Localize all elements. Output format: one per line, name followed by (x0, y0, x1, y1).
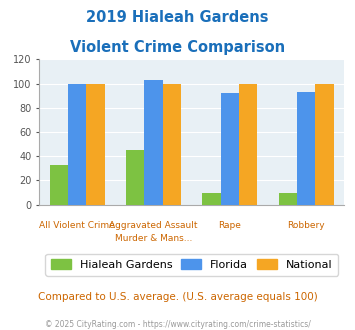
Bar (68, 83, 86, 205)
Bar (221, 93, 239, 205)
Text: All Violent Crime: All Violent Crime (39, 221, 115, 230)
Bar (202, 192, 221, 205)
Bar (50, 165, 68, 205)
Bar (144, 80, 163, 205)
Bar (163, 83, 181, 205)
Bar (297, 92, 315, 205)
Bar (279, 192, 297, 205)
Text: 2019 Hialeah Gardens: 2019 Hialeah Gardens (86, 10, 269, 25)
Bar (86, 83, 105, 205)
Text: Murder & Mans...: Murder & Mans... (115, 234, 192, 243)
Legend: Hialeah Gardens, Florida, National: Hialeah Gardens, Florida, National (45, 254, 338, 276)
Text: Violent Crime Comparison: Violent Crime Comparison (70, 40, 285, 54)
Bar (239, 83, 257, 205)
Text: Compared to U.S. average. (U.S. average equals 100): Compared to U.S. average. (U.S. average … (38, 292, 317, 302)
Text: Aggravated Assault: Aggravated Assault (109, 221, 198, 230)
Bar (126, 150, 144, 205)
Text: Rape: Rape (218, 221, 241, 230)
Bar (315, 83, 334, 205)
Text: © 2025 CityRating.com - https://www.cityrating.com/crime-statistics/: © 2025 CityRating.com - https://www.city… (45, 320, 310, 329)
Text: Robbery: Robbery (288, 221, 325, 230)
